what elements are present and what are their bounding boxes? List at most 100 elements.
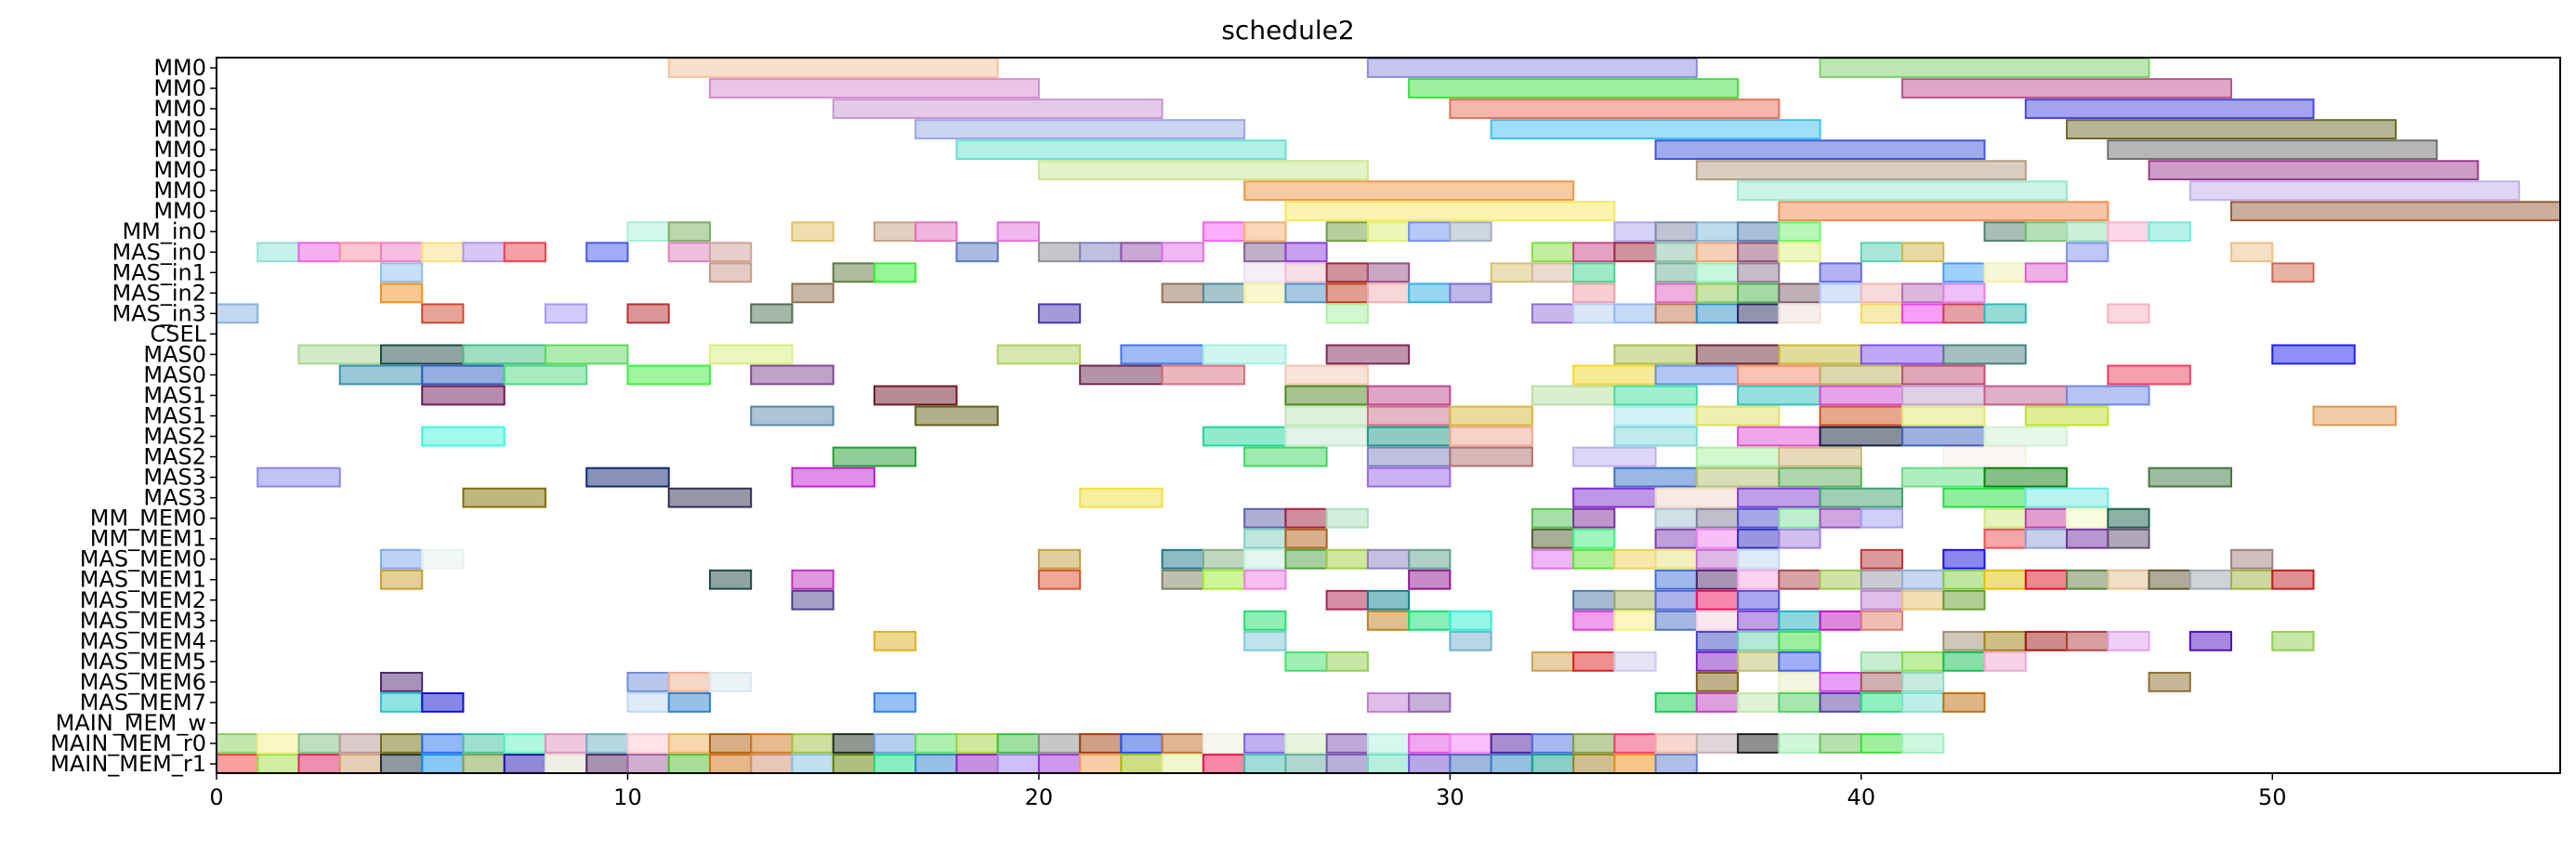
task-bar	[955, 139, 1287, 161]
task-bar	[1572, 754, 1616, 774]
task-bar	[1819, 671, 1862, 692]
task-bar	[1860, 610, 1904, 631]
task-bar	[1778, 446, 1862, 467]
task-bar	[503, 754, 546, 774]
task-bar	[2066, 569, 2109, 590]
task-bar	[2271, 262, 2315, 283]
task-bar	[1695, 610, 1740, 631]
x-tick-label: 20	[1025, 784, 1054, 810]
task-bar	[1860, 283, 1904, 304]
task-bar	[379, 548, 424, 570]
task-bar	[1243, 446, 1328, 467]
task-bar	[1654, 364, 1740, 386]
task-bar	[1572, 610, 1616, 631]
task-bar	[1284, 385, 1369, 406]
y-tick-label: MAS_MEM4	[80, 628, 206, 654]
task-bar	[1366, 691, 1411, 713]
task-bar	[1901, 589, 1945, 611]
task-bar	[1695, 733, 1740, 754]
task-bar	[1531, 754, 1575, 774]
task-bar	[1243, 528, 1287, 549]
task-bar	[1654, 221, 1698, 243]
task-bar	[750, 364, 835, 386]
task-bar	[1079, 242, 1123, 263]
task-bar	[1737, 487, 1821, 508]
y-tick-label: MM0	[153, 55, 206, 81]
task-bar	[2107, 630, 2150, 651]
task-bar	[1202, 283, 1246, 304]
task-bar	[667, 242, 711, 263]
task-bar	[503, 733, 546, 754]
task-bar	[1737, 426, 1821, 447]
task-bar	[1408, 283, 1452, 304]
task-bar	[873, 630, 917, 651]
task-bar	[1449, 610, 1492, 631]
task-bar	[1366, 610, 1411, 631]
task-bar	[1778, 221, 1821, 243]
task-bar	[1284, 507, 1328, 529]
task-bar	[1572, 528, 1616, 549]
task-bar	[996, 754, 1040, 774]
task-bar	[1737, 507, 1781, 529]
task-bar	[1654, 548, 1698, 570]
task-bar	[791, 589, 835, 611]
task-bar	[1449, 221, 1492, 243]
task-bar	[1695, 242, 1740, 263]
task-bar	[1079, 754, 1123, 774]
task-bar	[667, 221, 711, 243]
task-bar	[1901, 242, 1945, 263]
task-bar	[2312, 405, 2398, 427]
task-bar	[1737, 364, 1821, 386]
task-bar	[2024, 221, 2069, 243]
task-bar	[667, 754, 711, 774]
task-bar	[2107, 139, 2438, 161]
task-bar	[1778, 691, 1821, 713]
y-tick-label: MAS0	[143, 361, 206, 388]
task-bar	[1860, 671, 1904, 692]
task-bar	[1819, 426, 1904, 447]
task-bar	[379, 691, 424, 713]
task-bar	[379, 569, 424, 590]
task-bar	[750, 303, 794, 324]
task-bar	[1778, 507, 1821, 529]
task-bar	[585, 754, 629, 774]
task-bar	[1654, 528, 1698, 549]
task-bar	[1819, 610, 1862, 631]
task-bar	[1079, 487, 1163, 508]
task-bar	[1613, 344, 1698, 365]
task-bar	[1572, 446, 1657, 467]
task-bar	[1572, 242, 1616, 263]
task-bar	[2148, 671, 2191, 692]
task-bar	[503, 364, 588, 386]
task-bar	[1983, 650, 2027, 672]
task-bar	[1531, 303, 1575, 324]
task-bar	[2107, 528, 2150, 549]
task-bar	[1408, 610, 1452, 631]
task-bar	[1284, 754, 1328, 774]
task-bar	[2271, 630, 2315, 651]
task-bar	[1284, 283, 1328, 304]
task-bar	[832, 99, 1163, 119]
task-bar	[1901, 671, 1945, 692]
task-bar	[708, 78, 1040, 99]
task-bar	[256, 754, 300, 774]
y-tick-label: MAS2	[143, 424, 206, 450]
task-bar	[1737, 630, 1781, 651]
task-bar	[544, 733, 588, 754]
task-bar	[1860, 548, 1904, 570]
task-bar	[421, 303, 465, 324]
task-bar	[1613, 385, 1698, 406]
x-tick-label: 50	[2258, 784, 2287, 810]
y-tick-label: MM0	[153, 137, 206, 163]
task-bar	[1449, 283, 1492, 304]
task-bar	[667, 58, 999, 78]
task-bar	[2148, 569, 2191, 590]
task-bar	[1572, 487, 1657, 508]
task-bar	[1366, 385, 1452, 406]
task-bar	[1449, 99, 1781, 119]
task-bar	[1819, 283, 1862, 304]
task-bar	[1284, 528, 1328, 549]
task-bar	[421, 426, 506, 447]
task-bar	[626, 221, 670, 243]
task-bar	[1983, 528, 2027, 549]
